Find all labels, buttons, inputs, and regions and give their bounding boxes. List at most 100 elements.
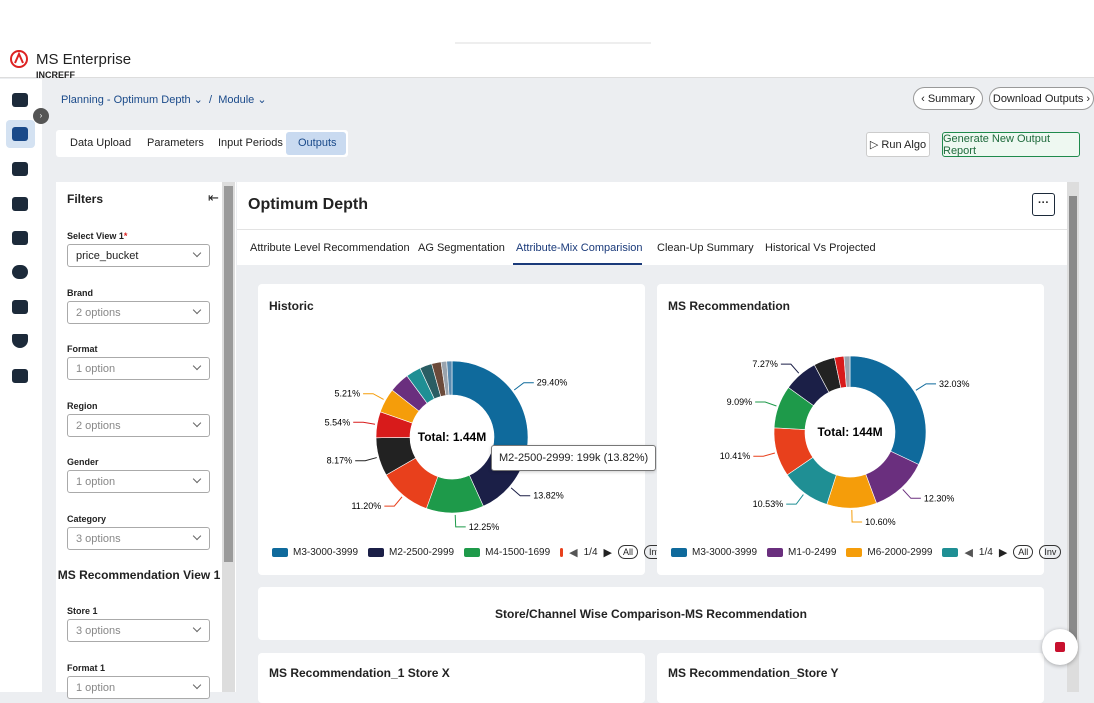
nav-icon[interactable] xyxy=(12,231,28,245)
filter-select[interactable]: 2 options xyxy=(67,300,210,324)
tab[interactable]: Data Upload xyxy=(70,137,132,149)
scroll-thumb[interactable] xyxy=(1069,196,1077,650)
legend-button[interactable]: All xyxy=(617,545,638,559)
legend-button[interactable]: All xyxy=(1013,545,1034,559)
tooltip: M2-2500-2999: 199k (13.82%) xyxy=(491,445,657,471)
subtab[interactable]: Clean-Up Summary xyxy=(657,242,754,254)
chevron xyxy=(192,531,202,540)
filter-value: 3 options xyxy=(76,532,121,545)
legend-item[interactable]: M6-2000-2999 xyxy=(846,547,932,558)
value-label: 8.17% xyxy=(327,456,353,466)
legend-swatch xyxy=(671,547,687,557)
divider xyxy=(237,229,1067,230)
section-title: MS Recommendation View 1 xyxy=(57,568,221,582)
nav-icon[interactable] xyxy=(12,197,28,211)
filter-label-text: Format xyxy=(67,344,98,354)
leader-line xyxy=(851,509,863,523)
nav-icon[interactable] xyxy=(12,265,28,279)
more-button[interactable]: ··· xyxy=(1032,193,1055,216)
subtab[interactable]: Attribute-Mix Comparision xyxy=(516,242,643,254)
legend-item[interactable]: M3-3000-3999 xyxy=(272,547,358,558)
tab[interactable]: Outputs xyxy=(298,137,337,149)
filter-select[interactable]: 1 option xyxy=(67,357,210,380)
leader-line xyxy=(902,489,921,499)
value-label: 11.20% xyxy=(351,501,381,511)
leader-line xyxy=(780,363,800,374)
generate-button[interactable]: Generate New Output Report xyxy=(942,132,1080,157)
divider xyxy=(455,42,651,44)
value-label: 12.30% xyxy=(924,493,955,503)
legend-item[interactable]: M1-0-2499 xyxy=(767,547,836,558)
pager-prev: ◀ xyxy=(964,546,973,559)
filter-value: 1 option xyxy=(76,363,116,375)
pager-next: ▶ xyxy=(998,546,1008,559)
filter-value: 1 option xyxy=(76,476,116,488)
leader-line xyxy=(513,382,534,391)
filter-value: 2 options xyxy=(76,419,121,432)
donut-chart: 32.03% 12.30% 10.60% 10.53% 10.41% 9.09% 7.27%… xyxy=(720,355,970,527)
legend-swatch xyxy=(560,547,564,557)
breadcrumb-item[interactable]: Planning - Optimum Depth xyxy=(61,94,191,106)
legend-label: M3-3000-3999 xyxy=(692,546,758,558)
chat-button[interactable] xyxy=(1042,629,1078,665)
filter-label: Gender xyxy=(67,457,99,467)
download-button[interactable]: Download Outputs › xyxy=(989,87,1094,110)
filters-panel xyxy=(56,182,236,692)
filter-select[interactable]: 1 option xyxy=(67,470,210,493)
filter-value: 2 options xyxy=(76,306,121,319)
legend-swatch xyxy=(846,547,863,557)
filter-select[interactable]: 3 options xyxy=(67,526,210,550)
chart-title: MS Recommendation xyxy=(668,299,791,313)
collapse-toggle[interactable]: › xyxy=(33,108,49,124)
tab[interactable]: Parameters xyxy=(147,137,204,149)
scroll-thumb[interactable] xyxy=(224,186,233,562)
legend-item[interactable]: M3-3000-3999 xyxy=(671,547,757,558)
filter-label: Format xyxy=(67,344,98,354)
filter-label-text: Brand xyxy=(67,287,94,298)
filter-select[interactable]: 3 options xyxy=(67,619,210,642)
tab[interactable]: Input Periods xyxy=(218,137,283,149)
legend-label: M3-3000-3999 xyxy=(293,546,359,558)
nav-icon[interactable] xyxy=(12,300,28,314)
filter-label-text: Category xyxy=(67,513,107,524)
chart-card: MS Recommendation 32.03% 12.30% 10.60% 10.5… xyxy=(657,284,1062,575)
filter-label-text: Store 1 xyxy=(67,606,98,616)
legend-item[interactable]: M4-1500-1699 xyxy=(464,547,550,558)
subtab[interactable]: AG Segmentation xyxy=(418,242,505,254)
legend-item[interactable]: M2-2500-2999 xyxy=(368,547,454,558)
card-title: MS Recommendation_1 Store X xyxy=(269,666,450,680)
legend-swatch xyxy=(272,547,288,557)
subtab[interactable]: Attribute Level Recommendation xyxy=(250,242,410,254)
legend-button[interactable]: Inv xyxy=(1039,545,1062,559)
filter-select[interactable]: 2 options xyxy=(67,413,210,437)
value-label: 29.40% xyxy=(537,378,568,388)
value-label: 32.03% xyxy=(939,379,970,389)
donut-segment xyxy=(446,360,453,396)
summary-button[interactable]: ‹ Summary xyxy=(913,87,983,110)
donut-segment xyxy=(843,355,851,388)
nav-icon[interactable] xyxy=(12,93,28,107)
leader-line xyxy=(786,494,804,505)
collapse-filters[interactable]: ⇤ xyxy=(208,190,219,205)
filter-select[interactable]: 1 option xyxy=(67,675,210,699)
nav-icon[interactable] xyxy=(12,127,28,141)
nav-icon[interactable] xyxy=(12,162,28,176)
chevron xyxy=(192,418,202,427)
app-name: MS Enterprise xyxy=(36,51,132,68)
run-algo-button[interactable]: ▷ Run Algo xyxy=(866,132,930,157)
page-title: Optimum Depth xyxy=(248,196,368,213)
filter-label: Format 1 xyxy=(67,663,105,673)
subtab[interactable]: Historical Vs Projected xyxy=(765,242,876,254)
legend: M3-3000-3999 M2-2500-2999 M4-1500-1699 ◀ 1/4… xyxy=(272,545,667,559)
chart-title: Historic xyxy=(269,299,314,313)
breadcrumb-item[interactable]: Module xyxy=(218,94,255,106)
value-label: 13.82% xyxy=(533,491,564,501)
top-bar xyxy=(0,0,1094,78)
legend-label: M6-2000-2999 xyxy=(867,546,933,558)
filter-select[interactable]: price_bucket xyxy=(67,244,210,267)
card: MS Recommendation_Store Y xyxy=(657,653,1044,703)
leader-line xyxy=(355,457,377,462)
leader-line xyxy=(384,496,403,507)
nav-icon[interactable] xyxy=(12,334,28,348)
nav-icon[interactable] xyxy=(12,369,28,383)
